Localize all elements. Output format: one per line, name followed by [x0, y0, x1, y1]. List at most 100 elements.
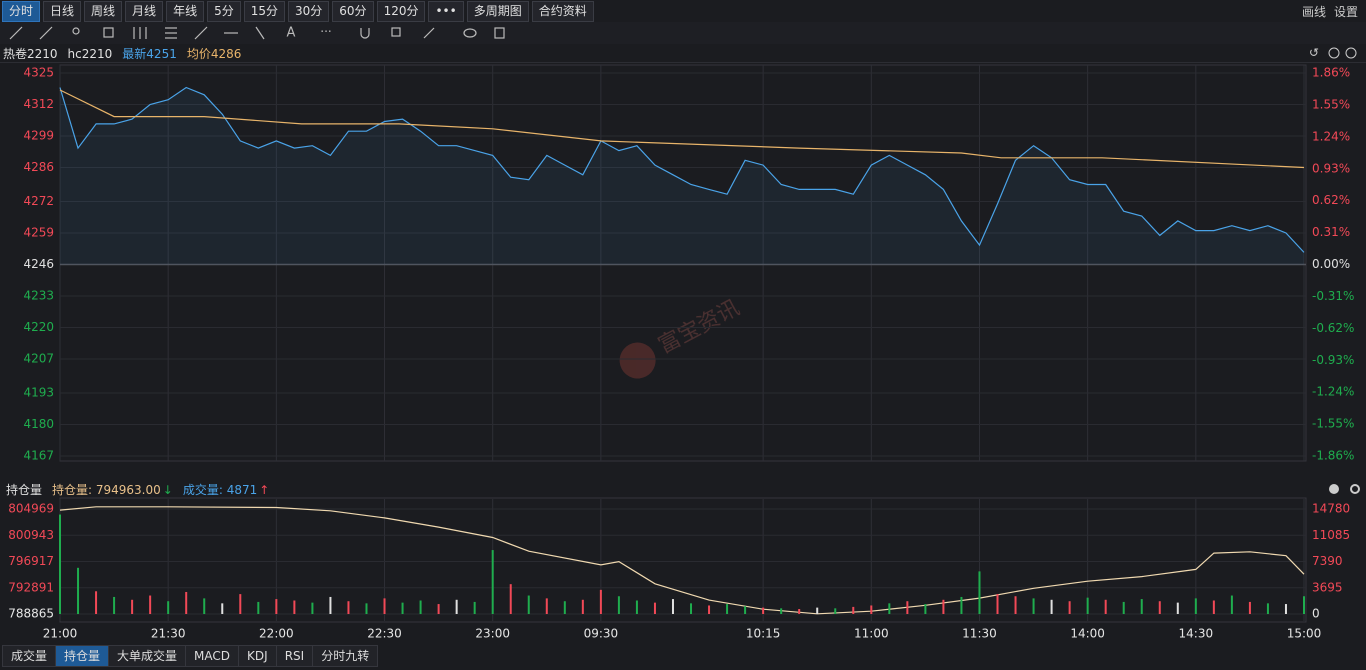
volume-bar [996, 594, 999, 614]
x-tick-label: 23:00 [475, 627, 510, 641]
period-tab[interactable]: 月线 [125, 1, 164, 22]
y2-tick-label: 1.86% [1312, 66, 1350, 80]
y-tick-label: 4207 [23, 352, 54, 366]
y2-tick-label: 1.24% [1312, 129, 1350, 143]
volume-bar [581, 599, 584, 614]
period-tab[interactable]: 多周期图 [466, 1, 529, 22]
volume-bar [798, 609, 801, 614]
latest-price: 最新4251 [122, 47, 177, 61]
volume-bar [527, 595, 530, 614]
text-tool: A [287, 26, 296, 41]
oi-label: 持仓量: 794963.00 [52, 483, 161, 497]
more-tools: ··· [320, 25, 331, 39]
right-tools: 画线 设置 [1302, 3, 1358, 20]
period-tab[interactable]: 分时 [2, 1, 41, 22]
avg-line [59, 89, 1305, 169]
period-tab[interactable]: 120分 [376, 1, 426, 22]
y2-tick-label: -1.55% [1312, 417, 1354, 431]
down-arrow: ↓ [162, 482, 173, 497]
y-tick-label: 4220 [23, 320, 54, 334]
divider [0, 62, 1366, 63]
volume-bar [1158, 601, 1161, 614]
volume-bar [401, 602, 404, 614]
y2-tick-label: 14780 [1312, 502, 1350, 516]
volume-bar [239, 594, 242, 614]
x-tick-label: 09:30 [584, 627, 619, 641]
volume-bar [563, 601, 566, 614]
period-tab[interactable]: 15分 [243, 1, 285, 22]
y-tick-label: 4193 [23, 385, 54, 399]
y2-tick-label: 0.00% [1312, 257, 1350, 271]
volume-bar [95, 591, 98, 614]
watermark: 富宝资讯 [619, 296, 744, 379]
top-right-icons: ↺ [1309, 46, 1360, 494]
volume-bar [617, 596, 620, 614]
volume-bar [473, 601, 476, 614]
volume-bar [1284, 604, 1287, 614]
volume-bar [942, 599, 945, 614]
volume-bar [834, 608, 837, 614]
period-tab[interactable]: 60分 [332, 1, 374, 22]
volume-bar [599, 589, 602, 614]
period-tab[interactable]: 合约资料 [531, 1, 594, 22]
volume-bar [113, 596, 116, 614]
y-tick-label: 4299 [23, 129, 54, 143]
price-area [60, 87, 1304, 265]
x-tick-label: 22:30 [367, 627, 402, 641]
tool-link[interactable]: 画线 [1301, 5, 1326, 19]
volume-bar [870, 605, 873, 614]
period-tab[interactable]: ••• [428, 1, 464, 22]
indicator-title[interactable]: 持仓量 [6, 483, 43, 497]
volume-bar [690, 603, 693, 614]
y-tick-label: 4272 [23, 194, 54, 208]
volume-bar [545, 598, 548, 614]
indicator-tab[interactable]: 分时九转 [312, 645, 379, 667]
y-tick-label: 792891 [8, 580, 54, 594]
indicator-tab[interactable]: RSI [275, 645, 314, 667]
up-arrow: ↑ [259, 482, 270, 497]
y-tick-label: 4325 [23, 66, 54, 80]
x-tick-label: 14:30 [1179, 627, 1214, 641]
watermark-logo [619, 342, 656, 379]
indicator-tab[interactable]: 成交量 [2, 645, 57, 667]
x-tick-label: 10:15 [746, 627, 781, 641]
volume-bar [185, 591, 188, 614]
contract-name: 热卷2210 [3, 47, 58, 61]
volume-bar [635, 600, 638, 614]
volume-bar [329, 596, 332, 614]
volume-bar [1266, 603, 1269, 614]
y2-tick-label: -1.86% [1312, 449, 1354, 463]
period-tab[interactable]: 年线 [166, 1, 205, 22]
y-tick-label: 4167 [23, 449, 54, 463]
y2-tick-label: 1.55% [1312, 97, 1350, 111]
volume-bar [293, 600, 296, 614]
period-tab[interactable]: 5分 [207, 1, 241, 22]
x-tick-label: 15:00 [1287, 627, 1322, 641]
volume-bar [311, 602, 314, 614]
volume-bar [419, 600, 422, 614]
y2-tick-label: 0.31% [1312, 225, 1350, 239]
period-tab[interactable]: 30分 [288, 1, 330, 22]
indicator-tabs: 成交量 持仓量 大单成交量 MACD KDJ RSI 分时九转 [2, 645, 379, 667]
price-line [59, 86, 1305, 253]
period-tab[interactable]: 日线 [43, 1, 82, 22]
volume-bar [1032, 598, 1035, 614]
quote-bar: 热卷2210 hc2210 最新4251 均价4286 [3, 45, 241, 62]
volume-bar [509, 584, 512, 614]
oi-line [59, 506, 1305, 615]
indicator-tab[interactable]: KDJ [238, 645, 277, 667]
indicator-tab[interactable]: MACD [185, 645, 240, 667]
indicator-tab[interactable]: 大单成交量 [108, 645, 187, 667]
period-tab[interactable]: 周线 [84, 1, 123, 22]
indicator-tab[interactable]: 持仓量 [55, 645, 110, 667]
period-tabs: 分时 日线 周线 月线 年线 5分 15分 30分 60分 120分 ••• 多周期图 合约资料 [2, 1, 594, 22]
y2-tick-label: -0.62% [1312, 321, 1354, 335]
y2-tick-label: -0.31% [1312, 289, 1354, 303]
volume-bar [1050, 599, 1053, 614]
y-tick-label: 4312 [23, 97, 54, 111]
tool-link[interactable]: 设置 [1333, 5, 1358, 19]
volume-bar [1086, 597, 1089, 614]
volume-bar [1104, 599, 1107, 614]
volume-bar [1248, 601, 1251, 614]
